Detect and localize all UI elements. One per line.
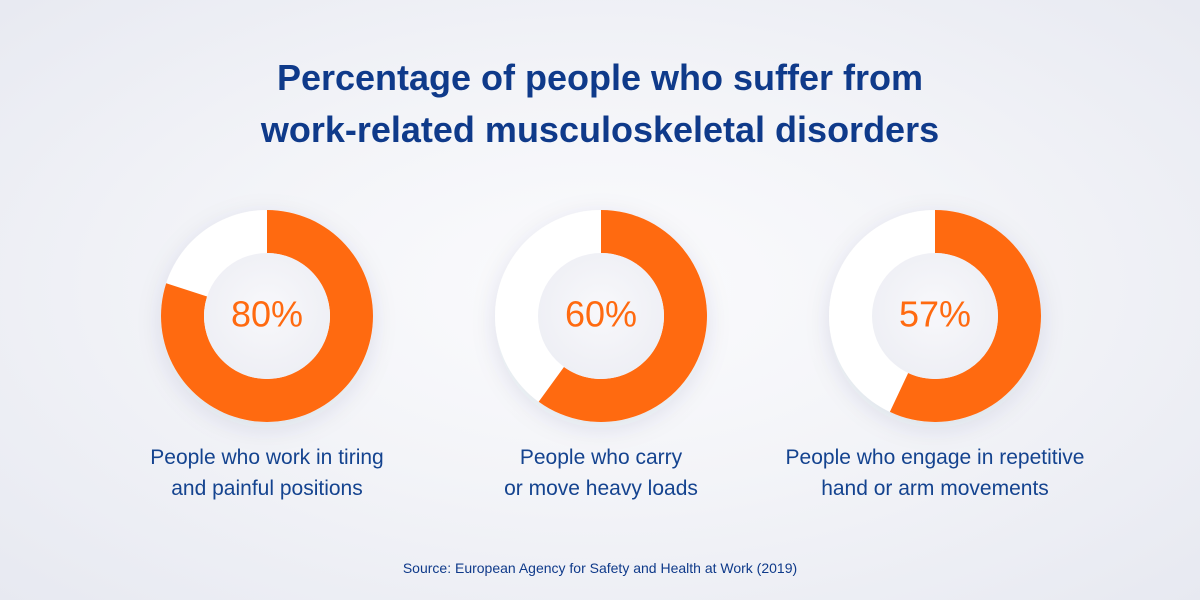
donut-3-hole bbox=[872, 253, 998, 379]
donut-1-value-label: 80% bbox=[231, 294, 303, 335]
caption-3: People who engage in repetitive hand or … bbox=[765, 442, 1105, 504]
caption-2-line-2: or move heavy loads bbox=[504, 477, 698, 500]
donut-2: 60% bbox=[495, 210, 707, 422]
donut-2-value-label: 60% bbox=[565, 294, 637, 335]
donut-3-value-label: 57% bbox=[899, 294, 971, 335]
donut-1: 80% bbox=[161, 210, 373, 423]
donut-2-hole bbox=[538, 253, 664, 379]
caption-1: People who work in tiring and painful po… bbox=[97, 442, 437, 504]
donut-3: 57% bbox=[829, 210, 1042, 423]
caption-2: People who carry or move heavy loads bbox=[431, 442, 771, 504]
chart-title: Percentage of people who suffer from wor… bbox=[0, 52, 1200, 156]
caption-3-line-2: hand or arm movements bbox=[821, 477, 1049, 500]
donut-2-value-arc bbox=[538, 210, 707, 422]
caption-1-line-1: People who work in tiring bbox=[150, 446, 384, 469]
donut-3-value-arc bbox=[889, 210, 1042, 423]
chart-title-line-1: Percentage of people who suffer from bbox=[276, 57, 924, 98]
donut-1-hole bbox=[204, 253, 330, 379]
caption-1-line-2: and painful positions bbox=[171, 477, 363, 500]
source-note: Source: European Agency for Safety and H… bbox=[402, 560, 798, 576]
donut-1-value-arc bbox=[161, 210, 373, 423]
caption-3-line-1: People who engage in repetitive bbox=[785, 446, 1085, 469]
chart-title-line-2: work-related musculoskeletal disorders bbox=[260, 109, 940, 150]
caption-2-line-1: People who carry bbox=[519, 446, 683, 469]
